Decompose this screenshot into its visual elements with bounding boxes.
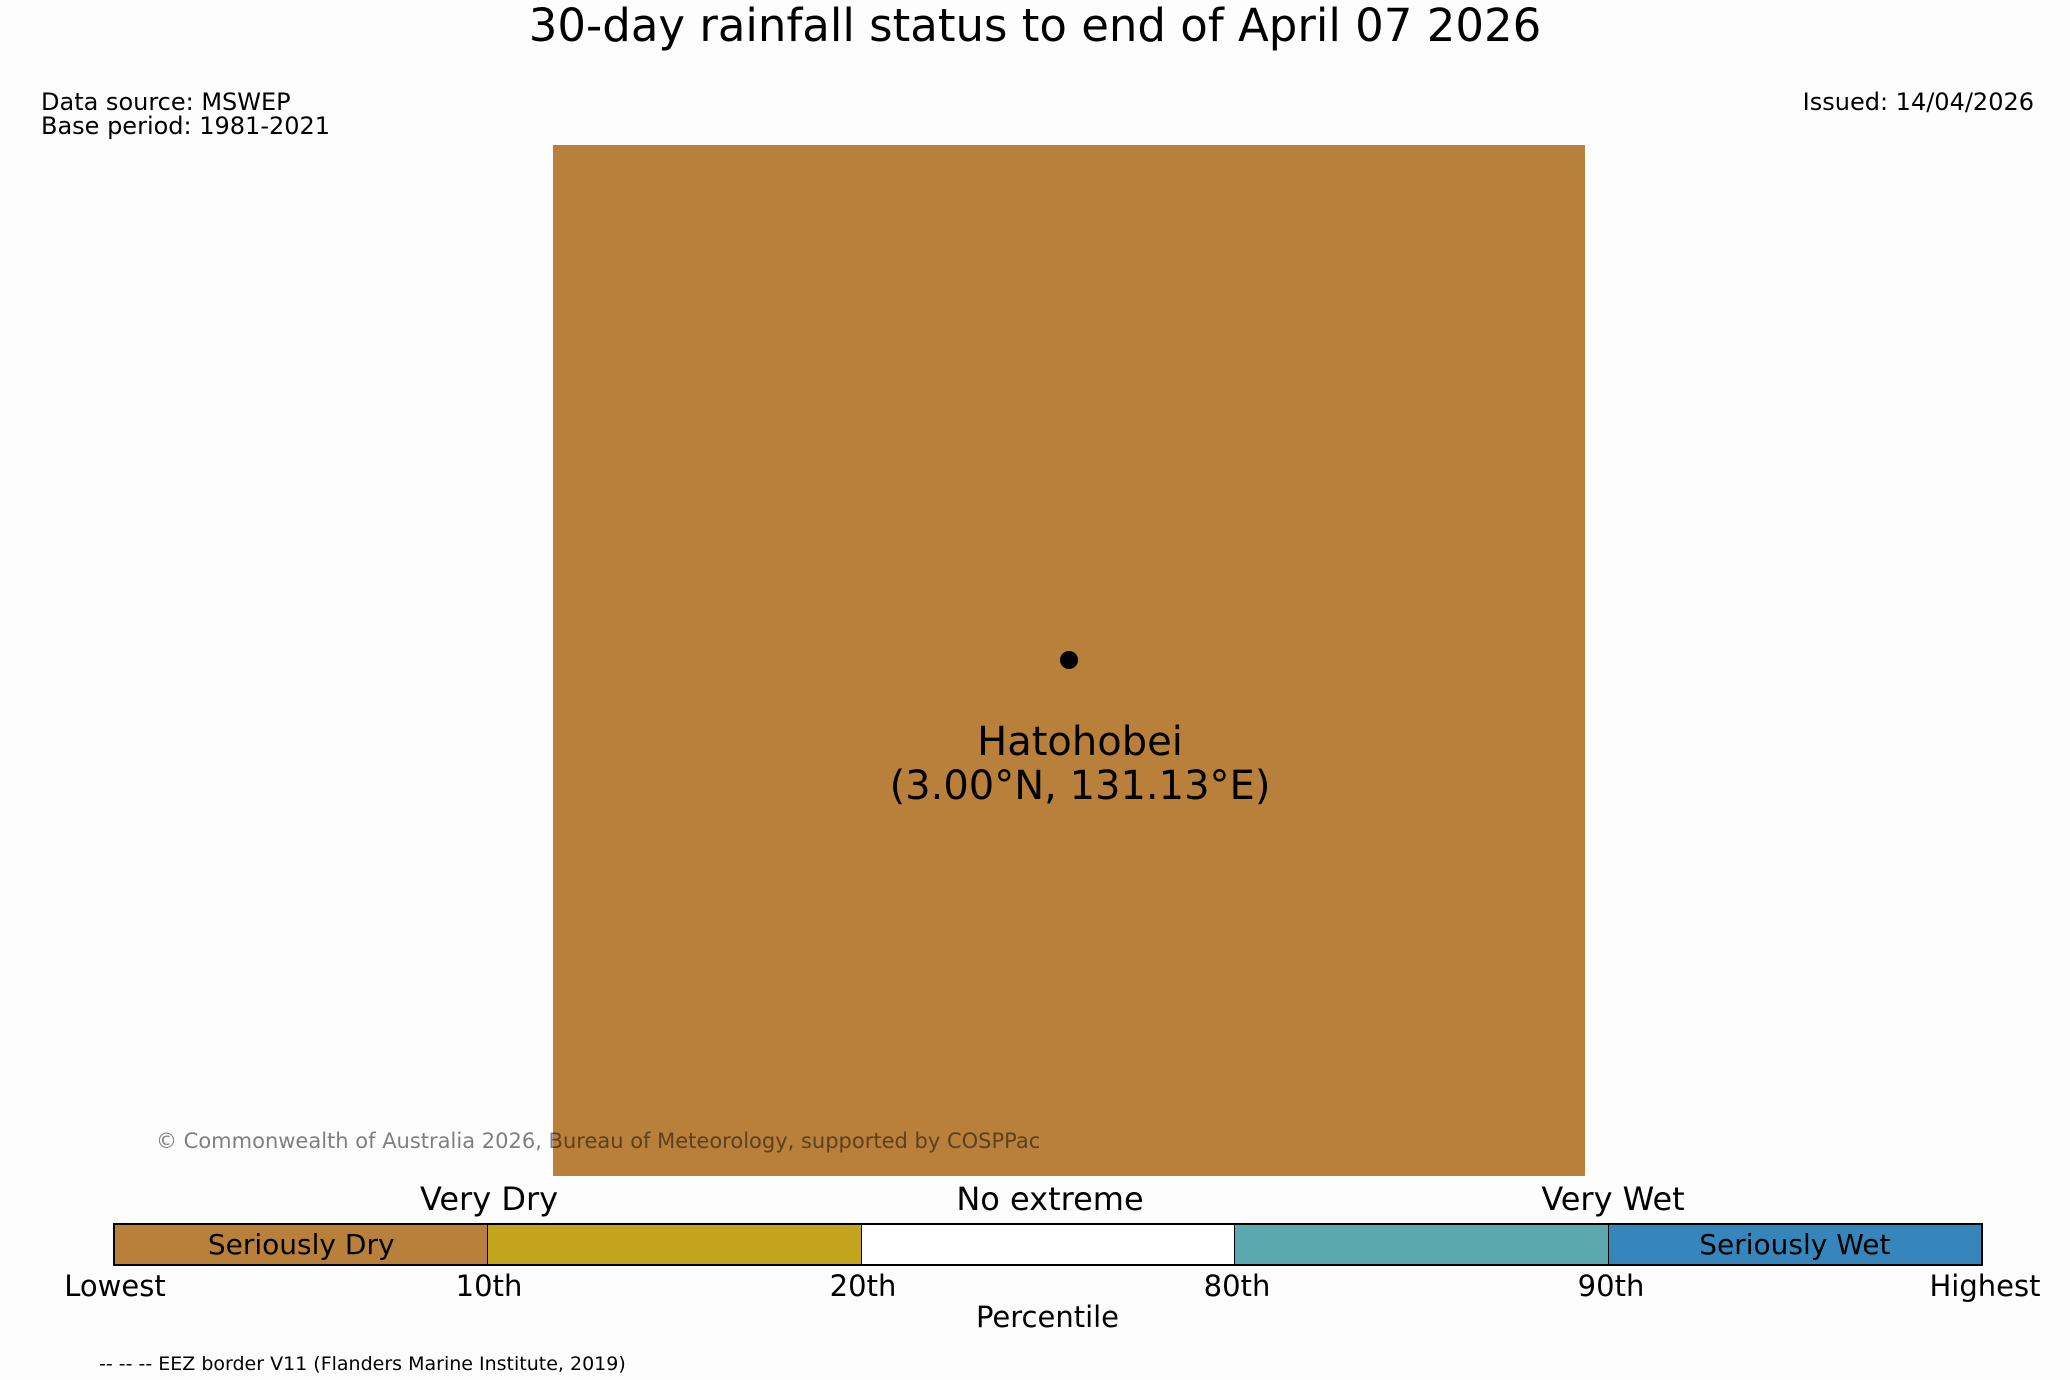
legend-segment-seriously-wet: Seriously Wet xyxy=(1608,1225,1982,1264)
base-period-text: Base period: 1981-2021 xyxy=(41,112,331,140)
tick-label-10th: 10th xyxy=(455,1269,523,1303)
location-coordinates: (3.00°N, 131.13°E) xyxy=(889,763,1271,809)
eez-border-note: -- -- -- EEZ border V11 (Flanders Marine… xyxy=(99,1353,626,1375)
location-label: Hatohobei (3.00°N, 131.13°E) xyxy=(780,720,1380,808)
legend-segment-seriously-dry: Seriously Dry xyxy=(115,1225,489,1264)
location-name: Hatohobei xyxy=(977,719,1183,765)
issued-date: Issued: 14/04/2026 xyxy=(1802,88,2034,116)
legend-group-very-wet: Very Wet xyxy=(1541,1180,1685,1218)
legend-group-very-dry: Very Dry xyxy=(419,1180,559,1218)
tick-label-highest: Highest xyxy=(1929,1269,2041,1303)
legend-segment-no-extreme xyxy=(861,1225,1236,1264)
tick-label-80th: 80th xyxy=(1203,1269,1271,1303)
metadata-left: Data source: MSWEP Base period: 1981-202… xyxy=(41,90,330,138)
data-source-text: Data source: MSWEP xyxy=(41,88,291,116)
page-title: 30-day rainfall status to end of April 0… xyxy=(528,0,1542,52)
legend-segment-very-wet xyxy=(1235,1225,1609,1264)
legend-segment-very-dry xyxy=(488,1225,862,1264)
tick-label-90th: 90th xyxy=(1577,1269,1645,1303)
legend-axis-label: Percentile xyxy=(975,1300,1120,1334)
copyright-notice: © Commonwealth of Australia 2026, Bureau… xyxy=(156,1129,1041,1153)
legend-colorbar: Seriously Dry Seriously Wet xyxy=(113,1223,1983,1266)
tick-label-20th: 20th xyxy=(829,1269,897,1303)
tick-label-lowest: Lowest xyxy=(64,1269,166,1303)
location-marker xyxy=(1060,651,1078,669)
legend-group-no-extreme: No extreme xyxy=(956,1180,1144,1218)
